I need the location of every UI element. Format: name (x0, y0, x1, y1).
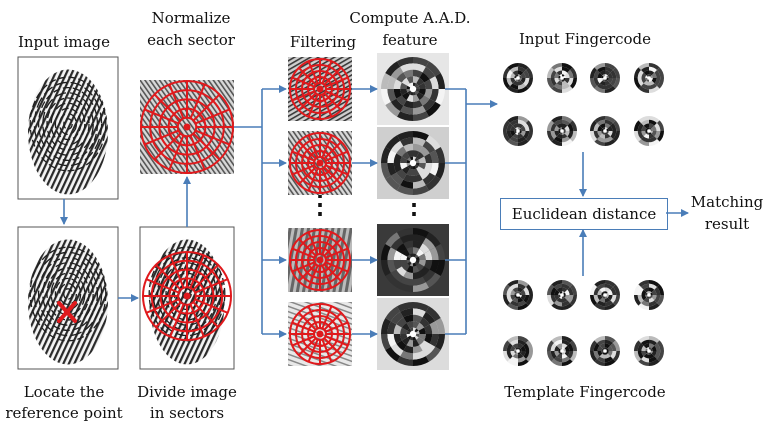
template-fingercode-disc-1 (503, 280, 533, 310)
filtered-sector-grid-4 (289, 303, 351, 365)
filtered-sector-grid-1 (289, 58, 351, 120)
input-fingercode-disc-8 (634, 116, 664, 146)
sector-grid-normalized (140, 80, 234, 174)
input-fingercode-disc-1 (503, 63, 533, 93)
input-fingercode-disc-5 (503, 116, 533, 146)
label-filtering: Filtering (289, 33, 357, 51)
input-fingercode-disc-2 (547, 63, 577, 93)
filtered-image-1 (288, 57, 352, 121)
label-locate-line2: reference point (5, 404, 123, 422)
template-fingercode-disc-6 (547, 336, 577, 366)
input-fingerprint-image (17, 56, 119, 200)
filtered-sector-grid-3 (289, 229, 351, 291)
label-divide-line1: Divide image (137, 383, 237, 401)
label-input-fingercode: Input Fingercode (518, 30, 652, 48)
aad-feature-1 (377, 53, 449, 125)
label-input-image: Input image (17, 33, 111, 51)
filtered-image-2 (288, 131, 352, 195)
normalized-sector-image (140, 80, 234, 174)
input-fingercode-disc-4 (634, 63, 664, 93)
input-fingercode-disc-6 (547, 116, 577, 146)
aad-feature-2 (377, 127, 449, 199)
label-normalize-line1: Normalize (151, 9, 231, 27)
filtered-image-4 (288, 302, 352, 366)
template-fingercode-disc-5 (503, 336, 533, 366)
filtered-sector-grid-2 (289, 132, 351, 194)
divided-fingerprint-image (139, 226, 235, 370)
sector-grid-divided (142, 251, 232, 341)
template-fingercode-disc-4 (634, 280, 664, 310)
label-locate-line1: Locate the (23, 383, 105, 401)
label-template-fingercode: Template Fingercode (504, 383, 666, 401)
input-fingercode-disc-3 (590, 63, 620, 93)
euclidean-distance-box: Euclidean distance (500, 198, 668, 230)
label-matching-line1: Matching (690, 193, 764, 211)
label-compute-line2: feature (382, 31, 438, 49)
aad-feature-4 (377, 298, 449, 370)
filtered-image-3 (288, 228, 352, 292)
euclidean-distance-label: Euclidean distance (511, 205, 657, 223)
aad-feature-3 (377, 224, 449, 296)
label-divide-line2: in sectors (149, 404, 225, 422)
template-fingercode-disc-7 (590, 336, 620, 366)
input-fingercode-disc-7 (590, 116, 620, 146)
reference-point-fingerprint-image (17, 226, 119, 370)
label-compute-line1: Compute A.A.D. (349, 9, 471, 27)
template-fingercode-disc-3 (590, 280, 620, 310)
vertical-dots-filtering: ⋮ (307, 190, 333, 220)
reference-point-marker (57, 301, 77, 323)
template-fingercode-disc-8 (634, 336, 664, 366)
template-fingercode-disc-2 (547, 280, 577, 310)
label-normalize-line2: each sector (147, 31, 235, 49)
label-matching-line2: result (704, 215, 750, 233)
